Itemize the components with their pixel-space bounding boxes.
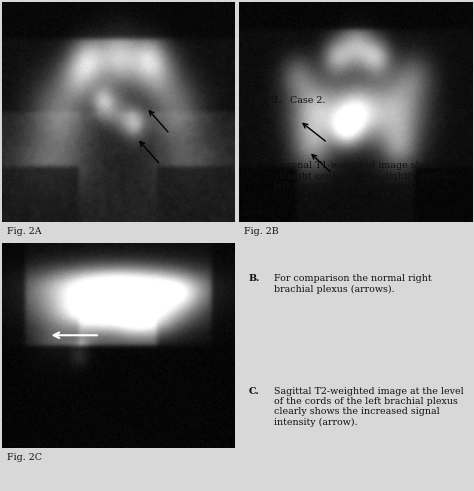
Text: Fig. 2.: Fig. 2. bbox=[248, 96, 282, 105]
Text: Fig. 2C: Fig. 2C bbox=[7, 453, 42, 463]
Text: Case 2.: Case 2. bbox=[290, 96, 326, 105]
Text: C.: C. bbox=[248, 386, 259, 396]
Text: B.: B. bbox=[248, 274, 260, 283]
Text: Fig. 2A: Fig. 2A bbox=[7, 227, 41, 236]
Text: A.: A. bbox=[248, 162, 259, 170]
Text: For comparison the normal right brachial plexus (arrows).: For comparison the normal right brachial… bbox=[274, 274, 431, 294]
Text: Coronal T1-weighted image shows a straight course of the slightly swollen left b: Coronal T1-weighted image shows a straig… bbox=[274, 162, 456, 191]
Text: Sagittal T2-weighted image at the level of the cords of the left brachial plexus: Sagittal T2-weighted image at the level … bbox=[274, 386, 464, 427]
Text: Fig. 2B: Fig. 2B bbox=[244, 227, 278, 236]
